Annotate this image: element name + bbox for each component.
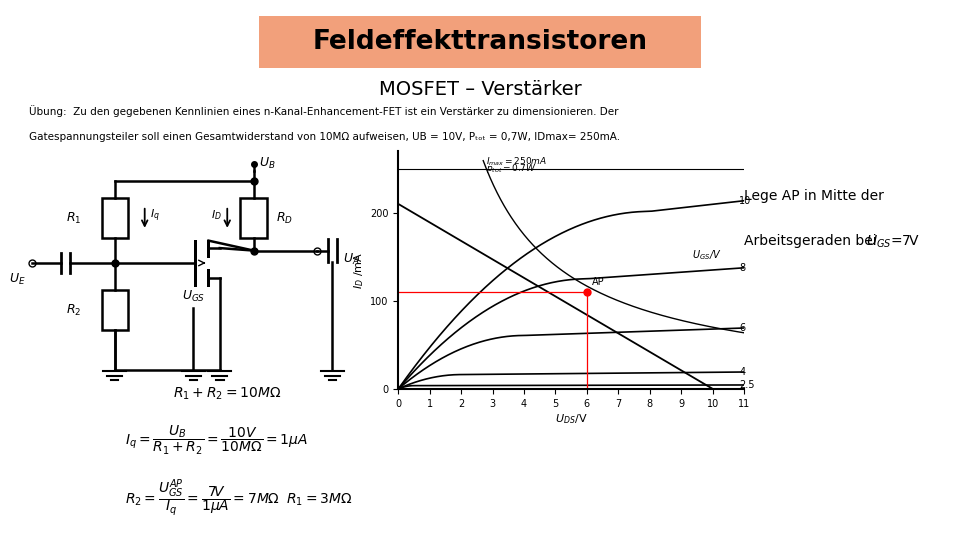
X-axis label: $U_{DS}$/V: $U_{DS}$/V bbox=[555, 413, 588, 427]
Text: 6: 6 bbox=[739, 323, 745, 333]
Text: $R_2 = \dfrac{U_{GS}^{AP}}{I_q} = \dfrac{7V}{1\mu A} = 7M\Omega\;\; R_1 = 3M\Ome: $R_2 = \dfrac{U_{GS}^{AP}}{I_q} = \dfrac… bbox=[125, 478, 352, 519]
Text: 10: 10 bbox=[739, 195, 752, 206]
Bar bbox=[102, 291, 128, 330]
Bar bbox=[240, 198, 267, 238]
Text: 4: 4 bbox=[739, 367, 745, 377]
Y-axis label: $I_D$ /mA: $I_D$ /mA bbox=[352, 252, 366, 288]
Text: $U_E$: $U_E$ bbox=[9, 272, 25, 287]
Text: $I_q = \dfrac{U_B}{R_1 + R_2} = \dfrac{10V}{10M\Omega} = 1\mu A$: $I_q = \dfrac{U_B}{R_1 + R_2} = \dfrac{1… bbox=[125, 424, 308, 457]
Text: $U_A$: $U_A$ bbox=[343, 252, 359, 267]
Text: $R_2$: $R_2$ bbox=[65, 302, 81, 318]
Text: Gatespannungsteiler soll einen Gesamtwiderstand von 10MΩ aufweisen, UB = 10V, Pₜ: Gatespannungsteiler soll einen Gesamtwid… bbox=[29, 132, 620, 142]
Text: 2.5: 2.5 bbox=[739, 380, 755, 390]
Text: Feldeffekttransistoren: Feldeffekttransistoren bbox=[313, 29, 647, 55]
Text: $U_B$: $U_B$ bbox=[259, 156, 276, 171]
Bar bbox=[102, 198, 128, 238]
Text: $I_{max}=250mA$: $I_{max}=250mA$ bbox=[487, 156, 547, 168]
Text: $R_1 + R_2 = 10M\Omega$: $R_1 + R_2 = 10M\Omega$ bbox=[173, 386, 281, 402]
Text: $R_1$: $R_1$ bbox=[65, 211, 81, 226]
Text: Lege AP in Mitte der: Lege AP in Mitte der bbox=[744, 189, 884, 203]
Text: $U_{GS}$: $U_{GS}$ bbox=[181, 289, 205, 305]
Text: $I_q$: $I_q$ bbox=[151, 208, 160, 224]
Text: $I_D$: $I_D$ bbox=[211, 208, 222, 222]
Text: Übung:  Zu den gegebenen Kennlinien eines n-Kanal-Enhancement-FET ist ein Verstä: Übung: Zu den gegebenen Kennlinien eines… bbox=[29, 105, 618, 117]
Text: MOSFET – Verstärker: MOSFET – Verstärker bbox=[378, 79, 582, 99]
Text: $R_D$: $R_D$ bbox=[276, 211, 293, 226]
Text: 8: 8 bbox=[739, 263, 745, 273]
Text: $U_{GS}$=7V: $U_{GS}$=7V bbox=[867, 233, 921, 250]
Text: $U_{GS}$/V: $U_{GS}$/V bbox=[691, 248, 721, 262]
Text: Arbeitsgeraden bei: Arbeitsgeraden bei bbox=[744, 233, 881, 247]
Text: $p_{tot}=0.7W$: $p_{tot}=0.7W$ bbox=[487, 161, 537, 174]
Text: AP: AP bbox=[591, 277, 604, 287]
